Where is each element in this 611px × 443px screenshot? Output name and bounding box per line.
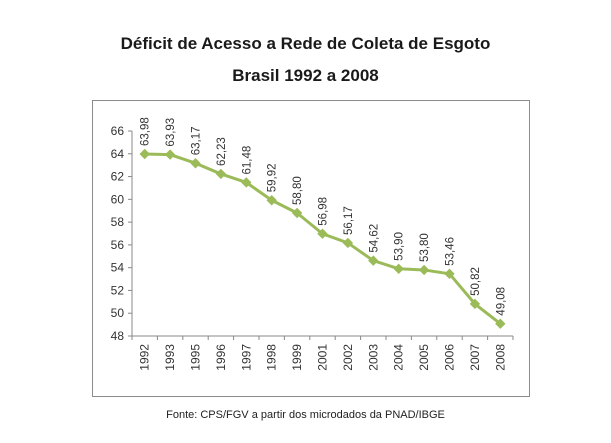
chart-title: Déficit de Acesso a Rede de Coleta de Es…: [120, 34, 491, 53]
data-label: 63,17: [191, 126, 203, 155]
x-tick-label: 2007: [468, 344, 482, 371]
data-point: [190, 158, 201, 169]
data-label: 53,46: [445, 237, 457, 266]
y-tick-label: 52: [111, 283, 125, 297]
x-tick-label: 1993: [163, 344, 177, 371]
x-tick-label: 2001: [316, 344, 330, 371]
x-tick-label: 1996: [214, 344, 228, 371]
data-label: 49,08: [495, 287, 507, 316]
y-tick-label: 60: [111, 192, 125, 206]
x-tick-label: 1998: [265, 344, 279, 371]
y-tick-label: 64: [111, 147, 125, 161]
y-tick-label: 66: [111, 124, 125, 138]
y-tick-label: 54: [111, 261, 125, 275]
data-point: [241, 177, 252, 188]
data-label: 61,48: [241, 146, 253, 175]
data-label: 53,80: [419, 233, 431, 262]
chart-frame: 48 50 52 54 56 58 60 62 64 66 1992 1993 1995 1996 1997…: [92, 100, 530, 397]
y-tick-label: 58: [111, 215, 125, 229]
data-point: [139, 148, 150, 160]
y-tick-label: 48: [111, 329, 125, 343]
data-point: [164, 149, 176, 160]
chart-source: Fonte: CPS/FGV a partir dos microdados d…: [166, 409, 445, 421]
data-point: [291, 207, 303, 219]
data-point: [495, 318, 506, 329]
y-tick-label: 62: [111, 170, 125, 184]
x-tick-label: 2003: [366, 344, 380, 371]
data-label: 50,82: [470, 267, 482, 296]
y-tick-label: 56: [111, 238, 125, 252]
x-tick-label: 1997: [239, 344, 253, 371]
x-tick-label: 2002: [341, 344, 355, 371]
data-point: [418, 264, 430, 276]
x-tick-label: 1992: [138, 344, 152, 371]
data-point: [444, 268, 455, 280]
x-tick-label: 1995: [189, 344, 203, 371]
line-chart: 48 50 52 54 56 58 60 62 64 66 1992 1993 1995 1996 1997…: [111, 117, 514, 371]
data-label: 62,23: [216, 137, 228, 166]
x-tick-label: 2004: [392, 344, 406, 371]
x-tick-label: 2006: [443, 344, 457, 371]
data-point: [317, 228, 328, 239]
data-point: [266, 195, 277, 206]
data-label: 59,92: [267, 163, 279, 192]
x-tick-label: 1999: [290, 344, 304, 371]
data-point: [469, 298, 481, 310]
data-label: 56,98: [318, 197, 330, 226]
x-tick-label: 2005: [417, 344, 431, 371]
y-tick-label: 50: [111, 306, 125, 320]
data-label: 54,62: [368, 224, 380, 253]
data-label: 56,17: [343, 206, 355, 235]
data-label: 58,80: [292, 176, 304, 205]
data-label: 63,98: [140, 117, 152, 146]
data-point: [215, 168, 227, 180]
data-point: [342, 237, 354, 249]
data-point: [368, 255, 379, 266]
data-label: 53,90: [394, 232, 406, 261]
data-label: 63,93: [165, 118, 177, 147]
x-tick-label: 2008: [493, 344, 507, 371]
chart-subtitle: Brasil 1992 a 2008: [232, 66, 379, 85]
data-point: [393, 263, 404, 275]
